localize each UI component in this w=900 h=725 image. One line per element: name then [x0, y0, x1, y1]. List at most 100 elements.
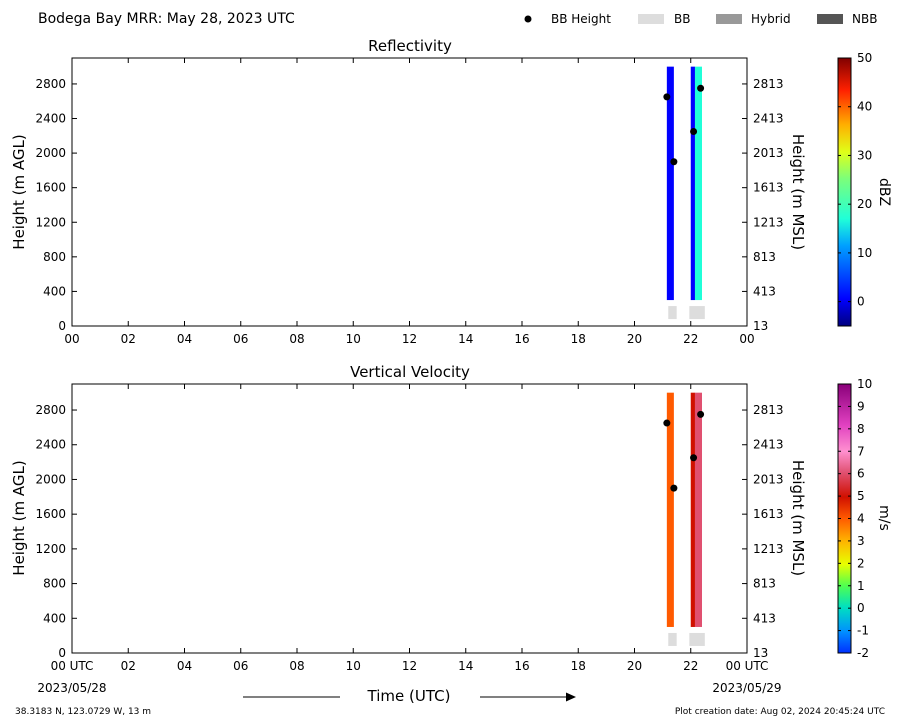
- colorbar-tick-label: 0: [857, 295, 865, 309]
- x-tick-label: 08: [289, 659, 304, 673]
- y-axis-label: Height (m AGL): [10, 134, 28, 249]
- plot-content: [663, 66, 705, 320]
- x-tick-label: 04: [177, 659, 192, 673]
- colorbar-tick-label: 30: [857, 148, 872, 162]
- y-tick-label-right: 13: [753, 319, 768, 333]
- colorbar-tick-label: 5: [857, 489, 865, 503]
- legend-bb-height-marker: [524, 15, 532, 23]
- y-tick-label: 400: [43, 611, 66, 625]
- legend-swatch-hybrid: [716, 14, 742, 24]
- figure-title: Bodega Bay MRR: May 28, 2023 UTC: [38, 11, 295, 27]
- x-tick-label: 02: [121, 659, 136, 673]
- colorbar-tick-label: -2: [857, 646, 869, 660]
- x-tick-label: 22: [683, 332, 698, 346]
- bb-type-indicator: [668, 632, 677, 646]
- x-axis-label: Time (UTC): [367, 687, 451, 705]
- y-tick-label-right: 813: [753, 250, 776, 264]
- y-tick-label-right: 413: [753, 284, 776, 298]
- end-date: 2023/05/29: [712, 681, 781, 695]
- x-tick-label: 10: [346, 332, 361, 346]
- bb-type-indicator: [689, 632, 705, 646]
- y-axis-label: Height (m AGL): [10, 460, 28, 575]
- colorbar-tick-label: 8: [857, 422, 865, 436]
- y-tick-label-right: 2413: [753, 112, 784, 126]
- y-tick-label: 800: [43, 250, 66, 264]
- echo-column: [666, 66, 674, 301]
- panel-title: Vertical Velocity: [350, 363, 470, 381]
- y-tick-label: 400: [43, 284, 66, 298]
- echo-column: [694, 392, 702, 627]
- legend-swatch-nbb: [817, 14, 843, 24]
- y-axis-label-right: Height (m MSL): [789, 134, 807, 250]
- y-tick-label-right: 2013: [753, 472, 784, 486]
- x-tick-label: 18: [571, 659, 586, 673]
- colorbar-tick-label: 3: [857, 534, 865, 548]
- colorbar-tick-label: 2: [857, 556, 865, 570]
- bb-height-point: [690, 127, 698, 135]
- start-date: 2023/05/28: [37, 681, 106, 695]
- colorbar-ticks: -2 -1 0 1 2 3 4 5 6 7 8 9 10: [838, 377, 872, 660]
- legend: BB Height BB Hybrid NBB: [524, 12, 877, 26]
- x-tick-label: 22: [683, 659, 698, 673]
- x-tick-label: 12: [402, 332, 417, 346]
- y-tick-label-right: 1213: [753, 542, 784, 556]
- bb-height-point: [690, 454, 698, 462]
- plot-frame: [71, 383, 748, 654]
- bb-height-point: [663, 419, 671, 427]
- bb-type-indicator: [689, 306, 705, 320]
- y-tick-label: 1600: [35, 181, 66, 195]
- legend-swatch-bb: [638, 14, 664, 24]
- colorbar-tick-label: 4: [857, 512, 865, 526]
- y-tick-label: 1200: [35, 542, 66, 556]
- bb-height-point: [663, 93, 671, 101]
- panel-title: Reflectivity: [368, 37, 452, 55]
- legend-label-hybrid: Hybrid: [751, 12, 791, 26]
- y-tick-label: 0: [58, 319, 66, 333]
- echo-column: [690, 392, 695, 627]
- x-tick-label: 16: [514, 332, 529, 346]
- x-tick-label: 02: [121, 332, 136, 346]
- y-tick-label: 2000: [35, 472, 66, 486]
- vertical-velocity-panel: Vertical Velocity 00 UTC 02 04 06 08 10 12 14 16…: [10, 363, 892, 673]
- colorbar-tick-label: 1: [857, 579, 865, 593]
- legend-label-nbb: NBB: [852, 12, 877, 26]
- y-tick-label-right: 813: [753, 577, 776, 591]
- x-tick-label: 20: [627, 659, 642, 673]
- echo-column: [694, 66, 702, 301]
- x-tick-label: 06: [233, 659, 248, 673]
- x-tick-label: 00 UTC: [726, 659, 769, 673]
- y-tick-label-right: 1213: [753, 215, 784, 229]
- plot-creation-date: Plot creation date: Aug 02, 2024 20:45:2…: [675, 707, 885, 717]
- y-tick-label: 2800: [35, 77, 66, 91]
- colorbar-tick-label: 20: [857, 197, 872, 211]
- x-tick-label: 14: [458, 659, 473, 673]
- echo-column: [690, 66, 695, 301]
- legend-label-bb: BB: [674, 12, 690, 26]
- y-tick-label-right: 2813: [753, 403, 784, 417]
- x-tick-label: 12: [402, 659, 417, 673]
- colorbar-label: dBZ: [876, 178, 892, 206]
- colorbar-tick-label: 6: [857, 467, 865, 481]
- colorbar-tick-label: 50: [857, 51, 872, 65]
- y-tick-label: 2800: [35, 403, 66, 417]
- axes: 00 02 04 06 08 10 12 14 16 18 20 22 0004008001200160…: [35, 58, 784, 346]
- x-tick-label: 04: [177, 332, 192, 346]
- colorbar-tick-label: 10: [857, 246, 872, 260]
- colorbar: [837, 57, 852, 327]
- y-tick-label: 800: [43, 577, 66, 591]
- axes: 00 UTC 02 04 06 08 10 12 14 16 18 20 22 00 UTC040080…: [35, 384, 784, 673]
- y-tick-label-right: 413: [753, 611, 776, 625]
- bb-height-point: [670, 158, 678, 166]
- colorbar-label: m/s: [876, 505, 892, 531]
- y-tick-label-right: 1613: [753, 507, 784, 521]
- y-tick-label-right: 2413: [753, 438, 784, 452]
- colorbar-ticks: 0 10 20 30 40 50: [838, 51, 872, 309]
- x-tick-label: 18: [571, 332, 586, 346]
- reflectivity-panel: Reflectivity 00 02 04 06 08 10 12 14 16 18 20 22 000…: [10, 37, 892, 346]
- station-location: 38.3183 N, 123.0729 W, 13 m: [15, 707, 151, 717]
- colorbar-tick-label: 9: [857, 399, 865, 413]
- x-tick-label: 16: [514, 659, 529, 673]
- y-tick-label: 2400: [35, 438, 66, 452]
- colorbar-tick-label: 10: [857, 377, 872, 391]
